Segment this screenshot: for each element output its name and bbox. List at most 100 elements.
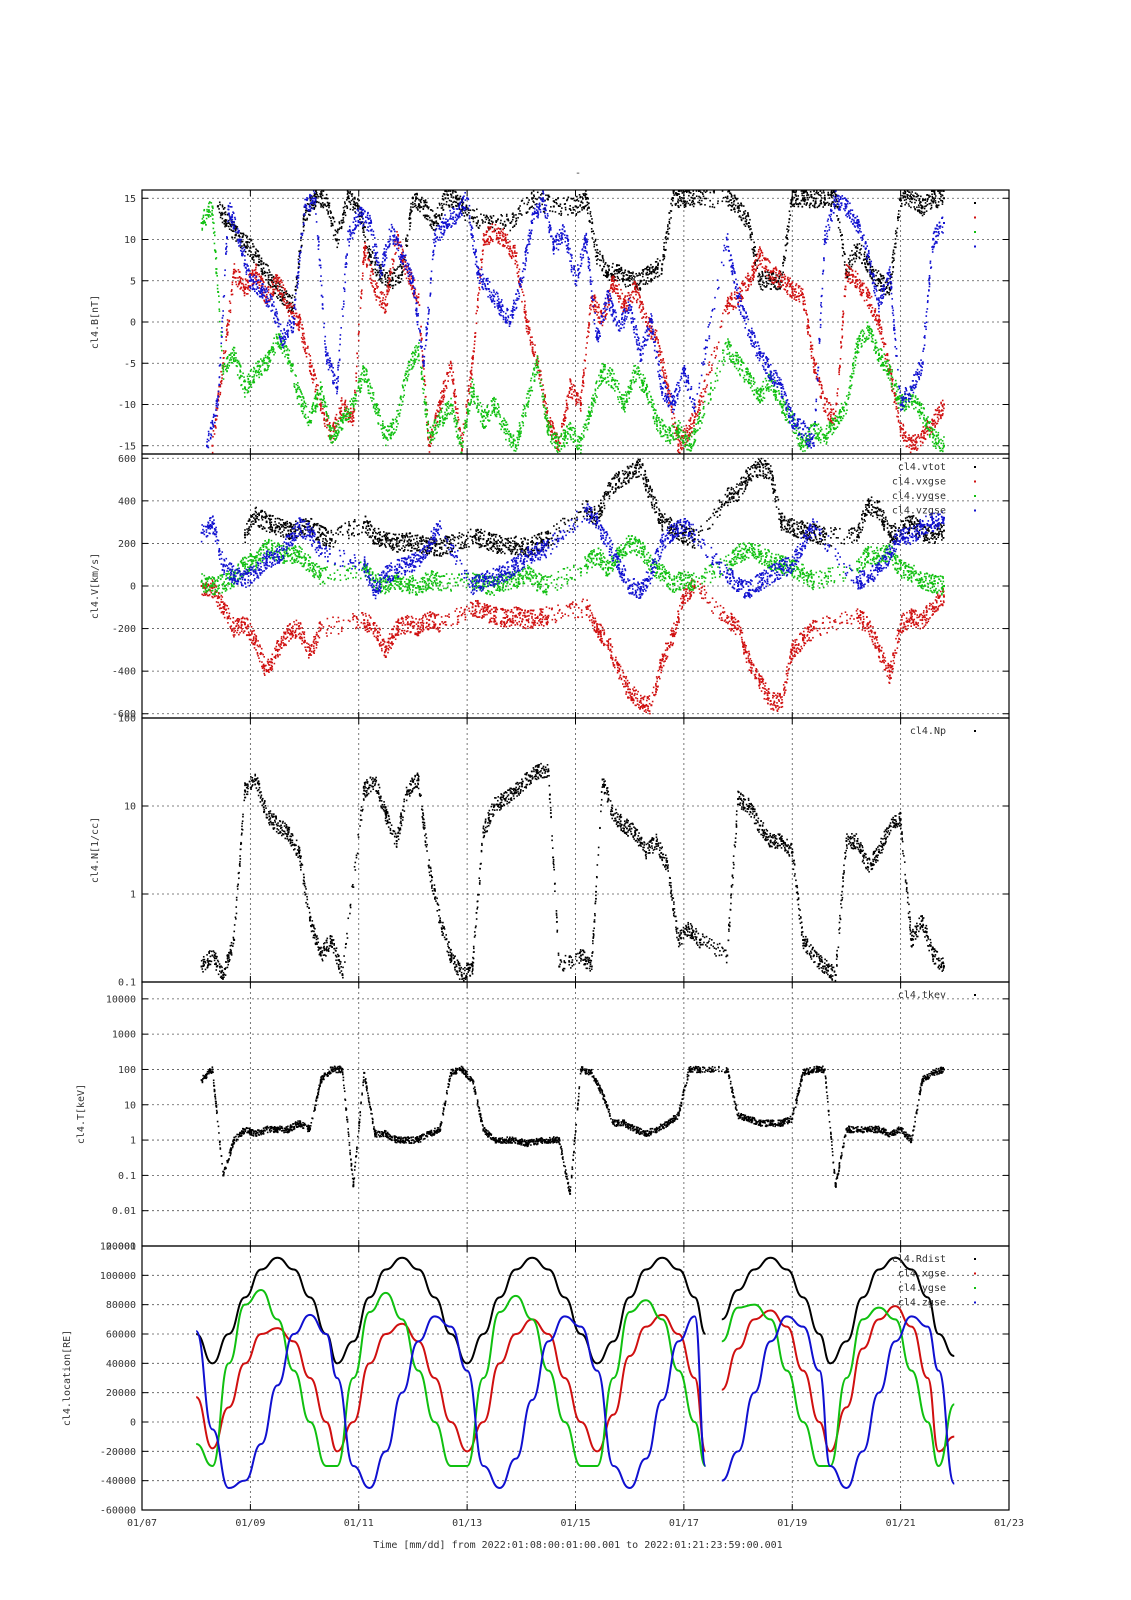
scatter-dot bbox=[580, 410, 582, 412]
scatter-dot bbox=[782, 284, 784, 286]
scatter-dot bbox=[503, 227, 505, 229]
scatter-dot bbox=[616, 275, 619, 278]
scatter-dot bbox=[579, 396, 582, 398]
scatter-dot bbox=[727, 297, 730, 300]
scatter-dot bbox=[668, 218, 671, 221]
scatter-dot bbox=[478, 288, 481, 291]
scatter-dot bbox=[401, 260, 404, 263]
scatter-dot bbox=[677, 443, 680, 446]
scatter-dot bbox=[824, 409, 827, 412]
scatter-dot bbox=[654, 261, 657, 263]
scatter-dot bbox=[230, 293, 233, 296]
scatter-dot bbox=[503, 239, 505, 242]
scatter-dot bbox=[684, 204, 686, 206]
scatter-dot bbox=[238, 276, 241, 279]
scatter-dot bbox=[908, 191, 911, 194]
scatter-dot bbox=[231, 283, 234, 286]
scatter-dot bbox=[227, 225, 230, 228]
scatter-dot bbox=[301, 327, 303, 330]
scatter-dot bbox=[358, 330, 360, 333]
scatter-dot bbox=[758, 272, 760, 275]
scatter-dot bbox=[761, 266, 764, 268]
scatter-dot bbox=[746, 277, 748, 280]
scatter-dot bbox=[733, 203, 735, 206]
scatter-dot bbox=[662, 359, 664, 362]
scatter-dot bbox=[227, 331, 229, 334]
scatter-dot bbox=[235, 240, 237, 242]
scatter-dot bbox=[530, 341, 532, 343]
scatter-dot bbox=[636, 301, 638, 304]
scatter-dot bbox=[525, 325, 528, 327]
scatter-dot bbox=[918, 199, 920, 202]
scatter-dot bbox=[245, 234, 247, 237]
scatter-dot bbox=[708, 364, 710, 366]
scatter-dot bbox=[255, 275, 257, 277]
scatter-dot bbox=[244, 287, 247, 289]
scatter-dot bbox=[838, 221, 841, 224]
scatter-dot bbox=[820, 201, 822, 204]
data-point bbox=[867, 296, 870, 299]
scatter-dot bbox=[453, 200, 456, 203]
scatter-dot bbox=[218, 211, 221, 214]
scatter-dot bbox=[452, 190, 455, 192]
scatter-dot bbox=[428, 444, 431, 447]
scatter-dot bbox=[412, 284, 414, 287]
scatter-dot bbox=[875, 274, 877, 277]
scatter-dot bbox=[524, 304, 526, 307]
scatter-dot bbox=[729, 297, 732, 300]
scatter-dot bbox=[218, 201, 221, 204]
scatter-dot bbox=[778, 277, 780, 280]
scatter-dot bbox=[279, 295, 282, 298]
scatter-dot bbox=[409, 222, 412, 224]
scatter-dot bbox=[357, 332, 360, 335]
scatter-dot bbox=[486, 230, 489, 233]
scatter-dot bbox=[804, 198, 807, 201]
scatter-dot bbox=[565, 406, 568, 409]
scatter-dot bbox=[398, 282, 401, 284]
scatter-dot bbox=[931, 195, 934, 198]
scatter-dot bbox=[335, 230, 338, 233]
scatter-dot bbox=[397, 235, 400, 237]
scatter-dot bbox=[542, 401, 545, 403]
scatter-dot bbox=[646, 283, 649, 285]
scatter-dot bbox=[665, 377, 668, 379]
scatter-dot bbox=[813, 372, 816, 374]
scatter-dot bbox=[511, 252, 514, 255]
scatter-dot bbox=[442, 198, 445, 201]
scatter-dot bbox=[287, 311, 289, 314]
scatter-dot bbox=[704, 204, 706, 206]
scatter-dot bbox=[462, 423, 465, 426]
scatter-dot bbox=[675, 429, 678, 432]
scatter-dot bbox=[644, 283, 647, 286]
scatter-dot bbox=[290, 309, 293, 312]
scatter-dot bbox=[235, 226, 237, 229]
scatter-dot bbox=[590, 228, 593, 230]
scatter-dot bbox=[671, 204, 674, 207]
data-point bbox=[688, 428, 691, 431]
scatter-dot bbox=[658, 350, 661, 352]
scatter-dot bbox=[502, 223, 504, 225]
scatter-dot bbox=[468, 387, 470, 390]
scatter-dot bbox=[263, 300, 266, 303]
scatter-dot bbox=[461, 201, 463, 204]
scatter-dot bbox=[601, 324, 604, 327]
scatter-dot bbox=[869, 275, 872, 278]
scatter-dot bbox=[733, 207, 736, 209]
scatter-dot bbox=[587, 206, 590, 209]
scatter-dot bbox=[525, 327, 528, 330]
scatter-dot bbox=[251, 258, 254, 261]
scatter-dot bbox=[295, 312, 298, 315]
scatter-dot bbox=[665, 231, 668, 233]
scatter-dot bbox=[568, 392, 571, 394]
scatter-dot bbox=[346, 207, 349, 210]
scatter-dot bbox=[667, 233, 670, 235]
scatter-dot bbox=[849, 260, 851, 262]
scatter-dot bbox=[477, 294, 479, 296]
scatter-dot bbox=[423, 201, 426, 204]
scatter-dot bbox=[314, 374, 316, 377]
scatter-dot bbox=[845, 264, 848, 266]
scatter-dot bbox=[623, 300, 625, 303]
scatter-dot bbox=[388, 283, 391, 286]
scatter-dot bbox=[380, 306, 383, 308]
scatter-dot bbox=[658, 345, 661, 348]
